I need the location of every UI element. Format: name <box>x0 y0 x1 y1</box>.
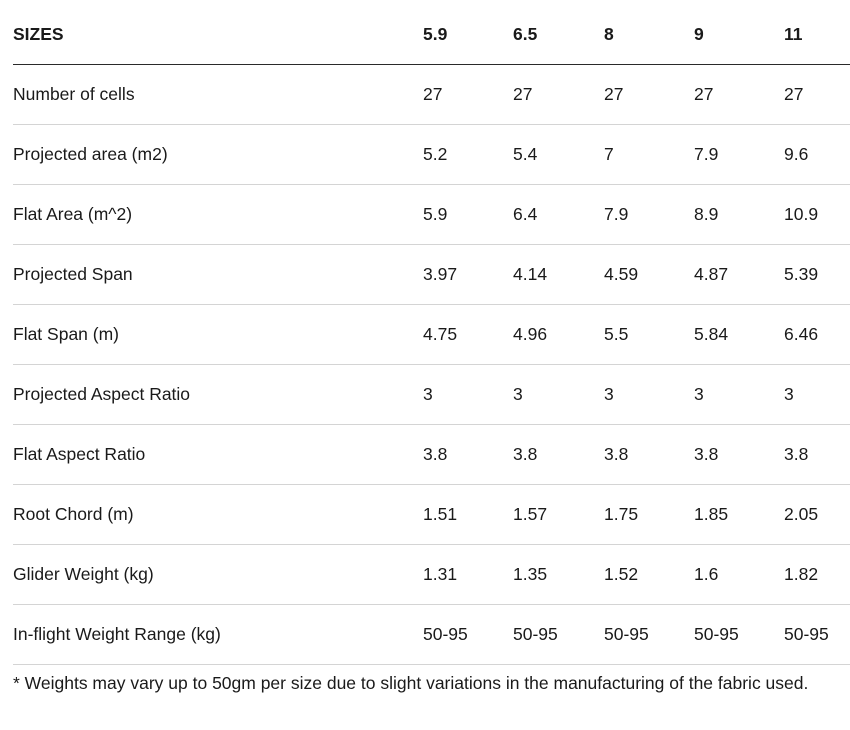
value-cell: 3.8 <box>784 424 850 485</box>
value-cell: 50-95 <box>784 604 850 665</box>
value-cell: 3.8 <box>694 424 784 485</box>
table-row: Flat Area (m^2) 5.9 6.4 7.9 8.9 10.9 <box>13 184 850 245</box>
table-row: Projected Aspect Ratio 3 3 3 3 3 <box>13 364 850 425</box>
value-cell: 1.85 <box>694 484 784 545</box>
value-cell: 3 <box>784 364 850 425</box>
value-cell: 27 <box>604 64 694 125</box>
value-cell: 1.52 <box>604 544 694 605</box>
header-row: SIZES 5.9 6.5 8 9 11 <box>13 5 850 65</box>
value-cell: 6.4 <box>513 184 604 245</box>
value-cell: 4.75 <box>423 304 513 365</box>
value-cell: 3.97 <box>423 244 513 305</box>
value-cell: 50-95 <box>423 604 513 665</box>
value-cell: 50-95 <box>694 604 784 665</box>
value-cell: 50-95 <box>604 604 694 665</box>
table-body: Number of cells 27 27 27 27 27 Projected area … <box>13 64 850 665</box>
row-label-cell: Flat Area (m^2) <box>13 184 423 245</box>
value-cell: 50-95 <box>513 604 604 665</box>
value-cell: 27 <box>784 64 850 125</box>
row-label-cell: Flat Aspect Ratio <box>13 424 423 485</box>
table-row: Number of cells 27 27 27 27 27 <box>13 64 850 125</box>
value-cell: 3 <box>513 364 604 425</box>
table-row: Root Chord (m) 1.51 1.57 1.75 1.85 2.05 <box>13 484 850 545</box>
value-cell: 2.05 <box>784 484 850 545</box>
size-specs-table: SIZES 5.9 6.5 8 9 11 Number of cells 27 27… <box>13 5 850 665</box>
value-cell: 3.8 <box>513 424 604 485</box>
table-row: In-flight Weight Range (kg) 50-95 50-95 50-… <box>13 604 850 665</box>
value-cell: 4.87 <box>694 244 784 305</box>
header-cell-size-9: 9 <box>694 5 784 65</box>
value-cell: 6.46 <box>784 304 850 365</box>
value-cell: 3 <box>694 364 784 425</box>
row-label-cell: Number of cells <box>13 64 423 125</box>
header-cell-sizes: SIZES <box>13 5 423 65</box>
row-label-cell: In-flight Weight Range (kg) <box>13 604 423 665</box>
row-label-cell: Projected Aspect Ratio <box>13 364 423 425</box>
value-cell: 8.9 <box>694 184 784 245</box>
value-cell: 7.9 <box>604 184 694 245</box>
row-label-cell: Glider Weight (kg) <box>13 544 423 605</box>
table-row: Projected Span 3.97 4.14 4.59 4.87 5.39 <box>13 244 850 305</box>
value-cell: 27 <box>694 64 784 125</box>
row-label-cell: Flat Span (m) <box>13 304 423 365</box>
value-cell: 3.8 <box>604 424 694 485</box>
value-cell: 4.14 <box>513 244 604 305</box>
value-cell: 27 <box>423 64 513 125</box>
header-cell-size-6-5: 6.5 <box>513 5 604 65</box>
value-cell: 3 <box>423 364 513 425</box>
value-cell: 1.6 <box>694 544 784 605</box>
value-cell: 9.6 <box>784 124 850 185</box>
value-cell: 10.9 <box>784 184 850 245</box>
value-cell: 4.59 <box>604 244 694 305</box>
value-cell: 5.4 <box>513 124 604 185</box>
value-cell: 1.75 <box>604 484 694 545</box>
table-row: Flat Span (m) 4.75 4.96 5.5 5.84 6.46 <box>13 304 850 365</box>
header-cell-size-5-9: 5.9 <box>423 5 513 65</box>
value-cell: 5.2 <box>423 124 513 185</box>
value-cell: 1.51 <box>423 484 513 545</box>
table-row: Flat Aspect Ratio 3.8 3.8 3.8 3.8 3.8 <box>13 424 850 485</box>
value-cell: 4.96 <box>513 304 604 365</box>
row-label-cell: Projected area (m2) <box>13 124 423 185</box>
value-cell: 1.82 <box>784 544 850 605</box>
value-cell: 5.9 <box>423 184 513 245</box>
table-row: Glider Weight (kg) 1.31 1.35 1.52 1.6 1.82 <box>13 544 850 605</box>
value-cell: 1.35 <box>513 544 604 605</box>
value-cell: 5.84 <box>694 304 784 365</box>
value-cell: 1.31 <box>423 544 513 605</box>
value-cell: 1.57 <box>513 484 604 545</box>
weight-footnote: * Weights may vary up to 50gm per size d… <box>13 673 809 693</box>
table-row: Projected area (m2) 5.2 5.4 7 7.9 9.6 <box>13 124 850 185</box>
value-cell: 27 <box>513 64 604 125</box>
row-label-cell: Projected Span <box>13 244 423 305</box>
value-cell: 5.5 <box>604 304 694 365</box>
value-cell: 5.39 <box>784 244 850 305</box>
value-cell: 7.9 <box>694 124 784 185</box>
header-cell-size-8: 8 <box>604 5 694 65</box>
value-cell: 7 <box>604 124 694 185</box>
header-cell-size-11: 11 <box>784 5 850 65</box>
value-cell: 3.8 <box>423 424 513 485</box>
table-header: SIZES 5.9 6.5 8 9 11 <box>13 5 850 65</box>
value-cell: 3 <box>604 364 694 425</box>
row-label-cell: Root Chord (m) <box>13 484 423 545</box>
